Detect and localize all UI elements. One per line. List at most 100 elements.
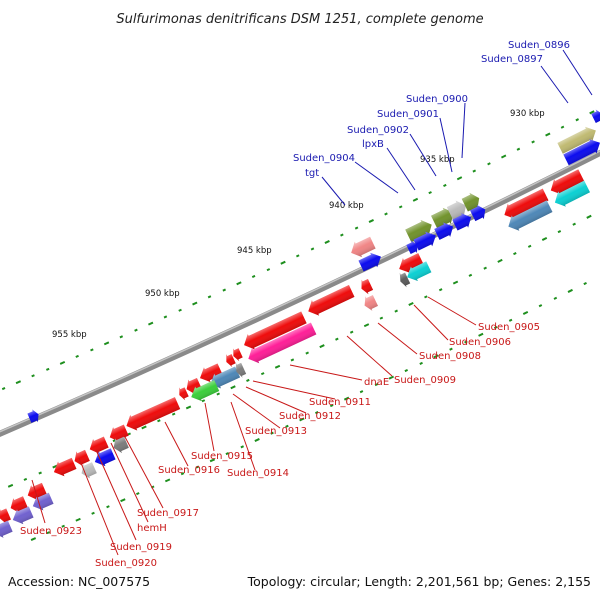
gene-arrow[interactable] [413,228,440,252]
gene-arrow[interactable] [305,283,356,319]
gene-arrow[interactable] [207,365,241,392]
gene-arrow[interactable] [176,386,189,402]
gene-label-tgt[interactable]: tgt [305,168,319,179]
gene-arrow[interactable] [404,217,435,245]
gene-label-suden-0905[interactable]: Suden_0905 [478,322,540,333]
gene-arrow[interactable] [461,190,483,213]
gene-label-hemh[interactable]: hemH [137,523,167,534]
scale-label-945: 945 kbp [237,246,272,256]
gene-arrow[interactable] [590,108,600,125]
gene-arrow[interactable] [397,271,411,289]
scale-tick [589,110,595,115]
scale-tick [120,498,126,503]
scale-tick [314,410,319,415]
gene-arrow[interactable] [245,321,317,367]
gene-arrow[interactable] [233,361,247,379]
gene-label-suden-0897[interactable]: Suden_0897 [481,54,543,65]
gene-arrow[interactable] [469,202,489,223]
gene-arrow[interactable] [110,435,129,455]
gene-arrow[interactable] [123,395,181,433]
scale-tick [61,524,65,528]
gene-arrow[interactable] [10,505,35,528]
scale-tick [359,390,364,394]
gene-arrow[interactable] [547,168,585,198]
scale-tick [560,125,565,129]
gene-label-suden-0900[interactable]: Suden_0900 [406,94,468,105]
gene-arrow[interactable] [358,249,385,273]
gene-arrow[interactable] [0,519,13,541]
gene-label-suden-0916[interactable]: Suden_0916 [158,465,220,476]
gene-arrow[interactable] [27,408,42,425]
gene-label-suden-0906[interactable]: Suden_0906 [449,337,511,348]
scale-tick [433,354,439,359]
gene-label-suden-0904[interactable]: Suden_0904 [293,153,355,164]
scale-tick [456,176,463,181]
gene-arrow[interactable] [87,435,110,457]
gene-arrow[interactable] [0,507,12,526]
gene-label-suden-0919[interactable]: Suden_0919 [110,542,172,553]
gene-label-suden-0915[interactable]: Suden_0915 [191,451,253,462]
gene-arrow[interactable] [71,448,90,468]
gene-label-suden-0896[interactable]: Suden_0896 [508,40,570,51]
scale-tick [230,385,236,390]
gene-label-suden-0923[interactable]: Suden_0923 [20,526,82,537]
gene-label-suden-0920[interactable]: Suden_0920 [95,558,157,569]
scale-tick [586,214,592,219]
gene-arrow[interactable] [358,277,374,296]
scale-tick [583,281,587,286]
scale-tick [285,424,289,428]
scale-tick [274,364,281,369]
gene-arrow[interactable] [51,456,78,479]
gene-label-dnae[interactable]: dnaE [364,377,389,388]
gene-arrow[interactable] [230,346,243,362]
gene-arrow[interactable] [25,481,48,503]
gene-arrow[interactable] [430,204,458,230]
gene-arrow[interactable] [501,187,550,223]
scale-tick [516,147,521,151]
gene-arrow[interactable] [405,239,420,256]
scale-tick [31,374,35,378]
gene-label-suden-0912[interactable]: Suden_0912 [279,411,341,422]
gene-arrow[interactable] [562,136,600,167]
gene-label-suden-0902[interactable]: Suden_0902 [347,125,409,136]
gene-label-suden-0911[interactable]: Suden_0911 [309,397,371,408]
gene-arrow[interactable] [197,362,224,386]
scale-tick [575,118,580,122]
scale-tick [545,132,551,137]
scale-tick [90,348,94,352]
gene-arrow[interactable] [433,219,456,241]
scale-tick [424,295,428,299]
gene-arrow[interactable] [557,123,600,155]
gene-label-suden-0908[interactable]: Suden_0908 [419,351,481,362]
scale-tick [368,219,374,223]
scale-tick [59,360,66,365]
scale-tick [343,396,350,401]
gene-arrow[interactable] [404,260,433,285]
gene-label-suden-0901[interactable]: Suden_0901 [377,109,439,120]
gene-arrow[interactable] [188,378,220,404]
gene-arrow[interactable] [7,494,28,515]
scale-tick [185,405,192,410]
gene-label-suden-0917[interactable]: Suden_0917 [137,508,199,519]
gene-arrow[interactable] [361,293,379,313]
gene-label-lpxb[interactable]: lpxB [362,139,384,150]
scale-tick [251,274,256,279]
gene-arrow[interactable] [348,235,377,261]
scale-tick [119,335,124,339]
scale-tick [163,315,168,319]
gene-arrow[interactable] [240,310,307,353]
scale-tick [354,226,359,230]
gene-label-suden-0914[interactable]: Suden_0914 [227,468,289,479]
scale-tick [497,258,503,263]
gene-arrow[interactable] [30,491,55,514]
scale-tick [178,308,182,312]
gene-arrow[interactable] [396,251,425,276]
gene-arrow[interactable] [551,179,591,210]
gene-arrow[interactable] [446,197,470,221]
gene-arrow[interactable] [451,210,474,232]
gene-arrow[interactable] [505,199,554,235]
gene-arrow[interactable] [92,447,117,470]
gene-label-suden-0913[interactable]: Suden_0913 [245,426,307,437]
gene-label-suden-0909[interactable]: Suden_0909 [394,375,456,386]
gene-arrow[interactable] [223,352,236,368]
